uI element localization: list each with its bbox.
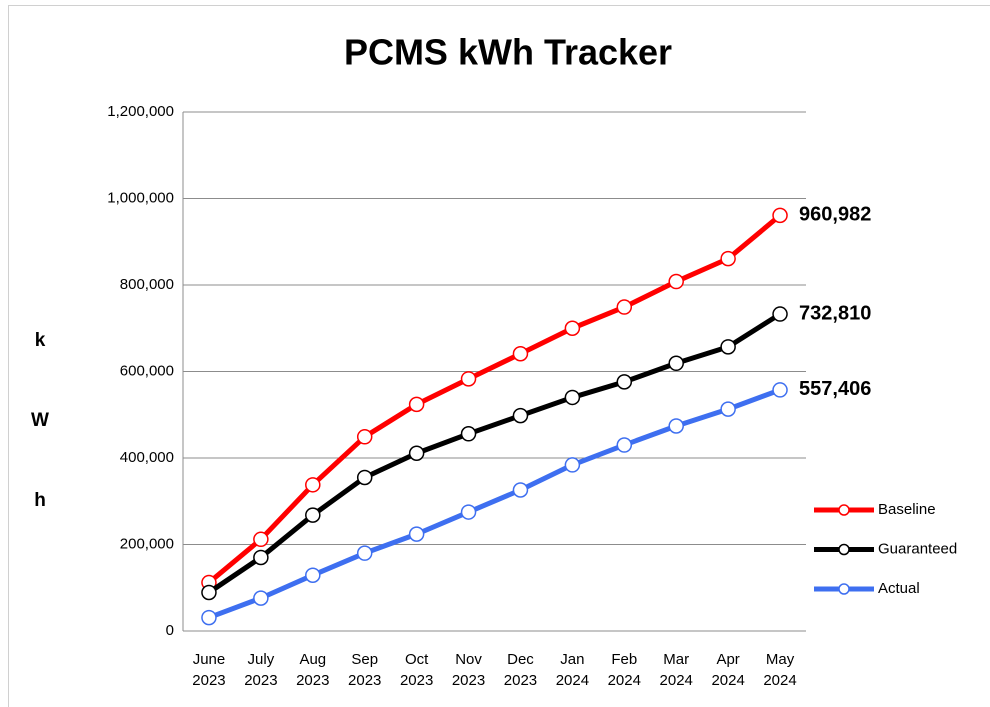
legend-marker — [838, 504, 850, 516]
y-tick-label: 400,000 — [120, 449, 174, 466]
y-tick-label: 800,000 — [120, 276, 174, 293]
data-point — [201, 609, 217, 626]
data-point — [356, 545, 373, 561]
data-point — [512, 346, 529, 362]
x-tick-label: Nov 2023 — [452, 651, 485, 689]
x-tick-label: Mar 2024 — [660, 651, 693, 689]
data-point — [460, 504, 477, 520]
data-point — [720, 339, 736, 355]
data-point — [512, 482, 529, 498]
series-line — [208, 387, 781, 620]
data-point — [564, 389, 581, 406]
data-point — [616, 374, 633, 390]
data-point — [668, 355, 684, 372]
data-label: 960,982 — [799, 204, 871, 226]
y-tick-label: 1,200,000 — [107, 103, 174, 120]
y-tick-label: 600,000 — [120, 362, 174, 379]
data-point — [564, 457, 581, 473]
data-point — [616, 437, 633, 453]
data-point — [305, 507, 321, 523]
data-label: 732,810 — [799, 302, 871, 324]
y-tick-label: 0 — [166, 622, 174, 639]
data-point — [408, 445, 425, 461]
chart-title: PCMS kWh Tracker — [344, 32, 672, 73]
chart-frame — [8, 5, 990, 707]
legend-label: Baseline — [878, 501, 936, 518]
x-tick-label: July 2023 — [244, 651, 277, 689]
x-tick-label: Feb 2024 — [608, 651, 641, 689]
data-point — [616, 299, 633, 315]
x-tick-label: Aug 2023 — [296, 651, 329, 689]
data-point — [201, 584, 217, 601]
data-point — [408, 526, 425, 542]
data-point — [408, 396, 425, 413]
series-line — [207, 311, 782, 595]
legend-marker — [838, 543, 850, 556]
legend-marker — [838, 583, 850, 595]
x-tick-label: June 2023 — [192, 651, 225, 689]
data-point — [253, 590, 269, 606]
series-line — [207, 213, 782, 585]
data-label: 557,406 — [799, 378, 871, 400]
data-point — [772, 382, 788, 398]
legend-label: Guaranteed — [878, 540, 957, 557]
x-tick-label: May 2024 — [763, 651, 796, 689]
data-point — [253, 531, 269, 548]
x-tick-label: Sep 2023 — [348, 651, 381, 689]
data-point — [668, 273, 684, 290]
x-tick-label: Oct 2023 — [400, 651, 433, 689]
data-point — [356, 429, 373, 445]
data-point — [356, 469, 373, 486]
legend-label: Actual — [878, 580, 920, 597]
y-tick-label: 1,000,000 — [107, 189, 174, 206]
data-point — [253, 549, 269, 566]
data-point — [720, 250, 736, 267]
data-point — [512, 407, 529, 424]
y-tick-label: 200,000 — [120, 535, 174, 552]
x-tick-label: Jan 2024 — [556, 651, 589, 689]
data-point — [305, 477, 321, 493]
data-point — [564, 320, 581, 336]
data-point — [460, 426, 477, 442]
data-point — [720, 401, 736, 417]
data-point — [460, 371, 477, 387]
data-point — [305, 567, 321, 583]
x-tick-label: Dec 2023 — [504, 651, 537, 689]
x-tick-label: Apr 2024 — [711, 651, 744, 689]
data-point — [668, 418, 684, 434]
data-point — [772, 306, 788, 322]
data-point — [772, 207, 788, 224]
